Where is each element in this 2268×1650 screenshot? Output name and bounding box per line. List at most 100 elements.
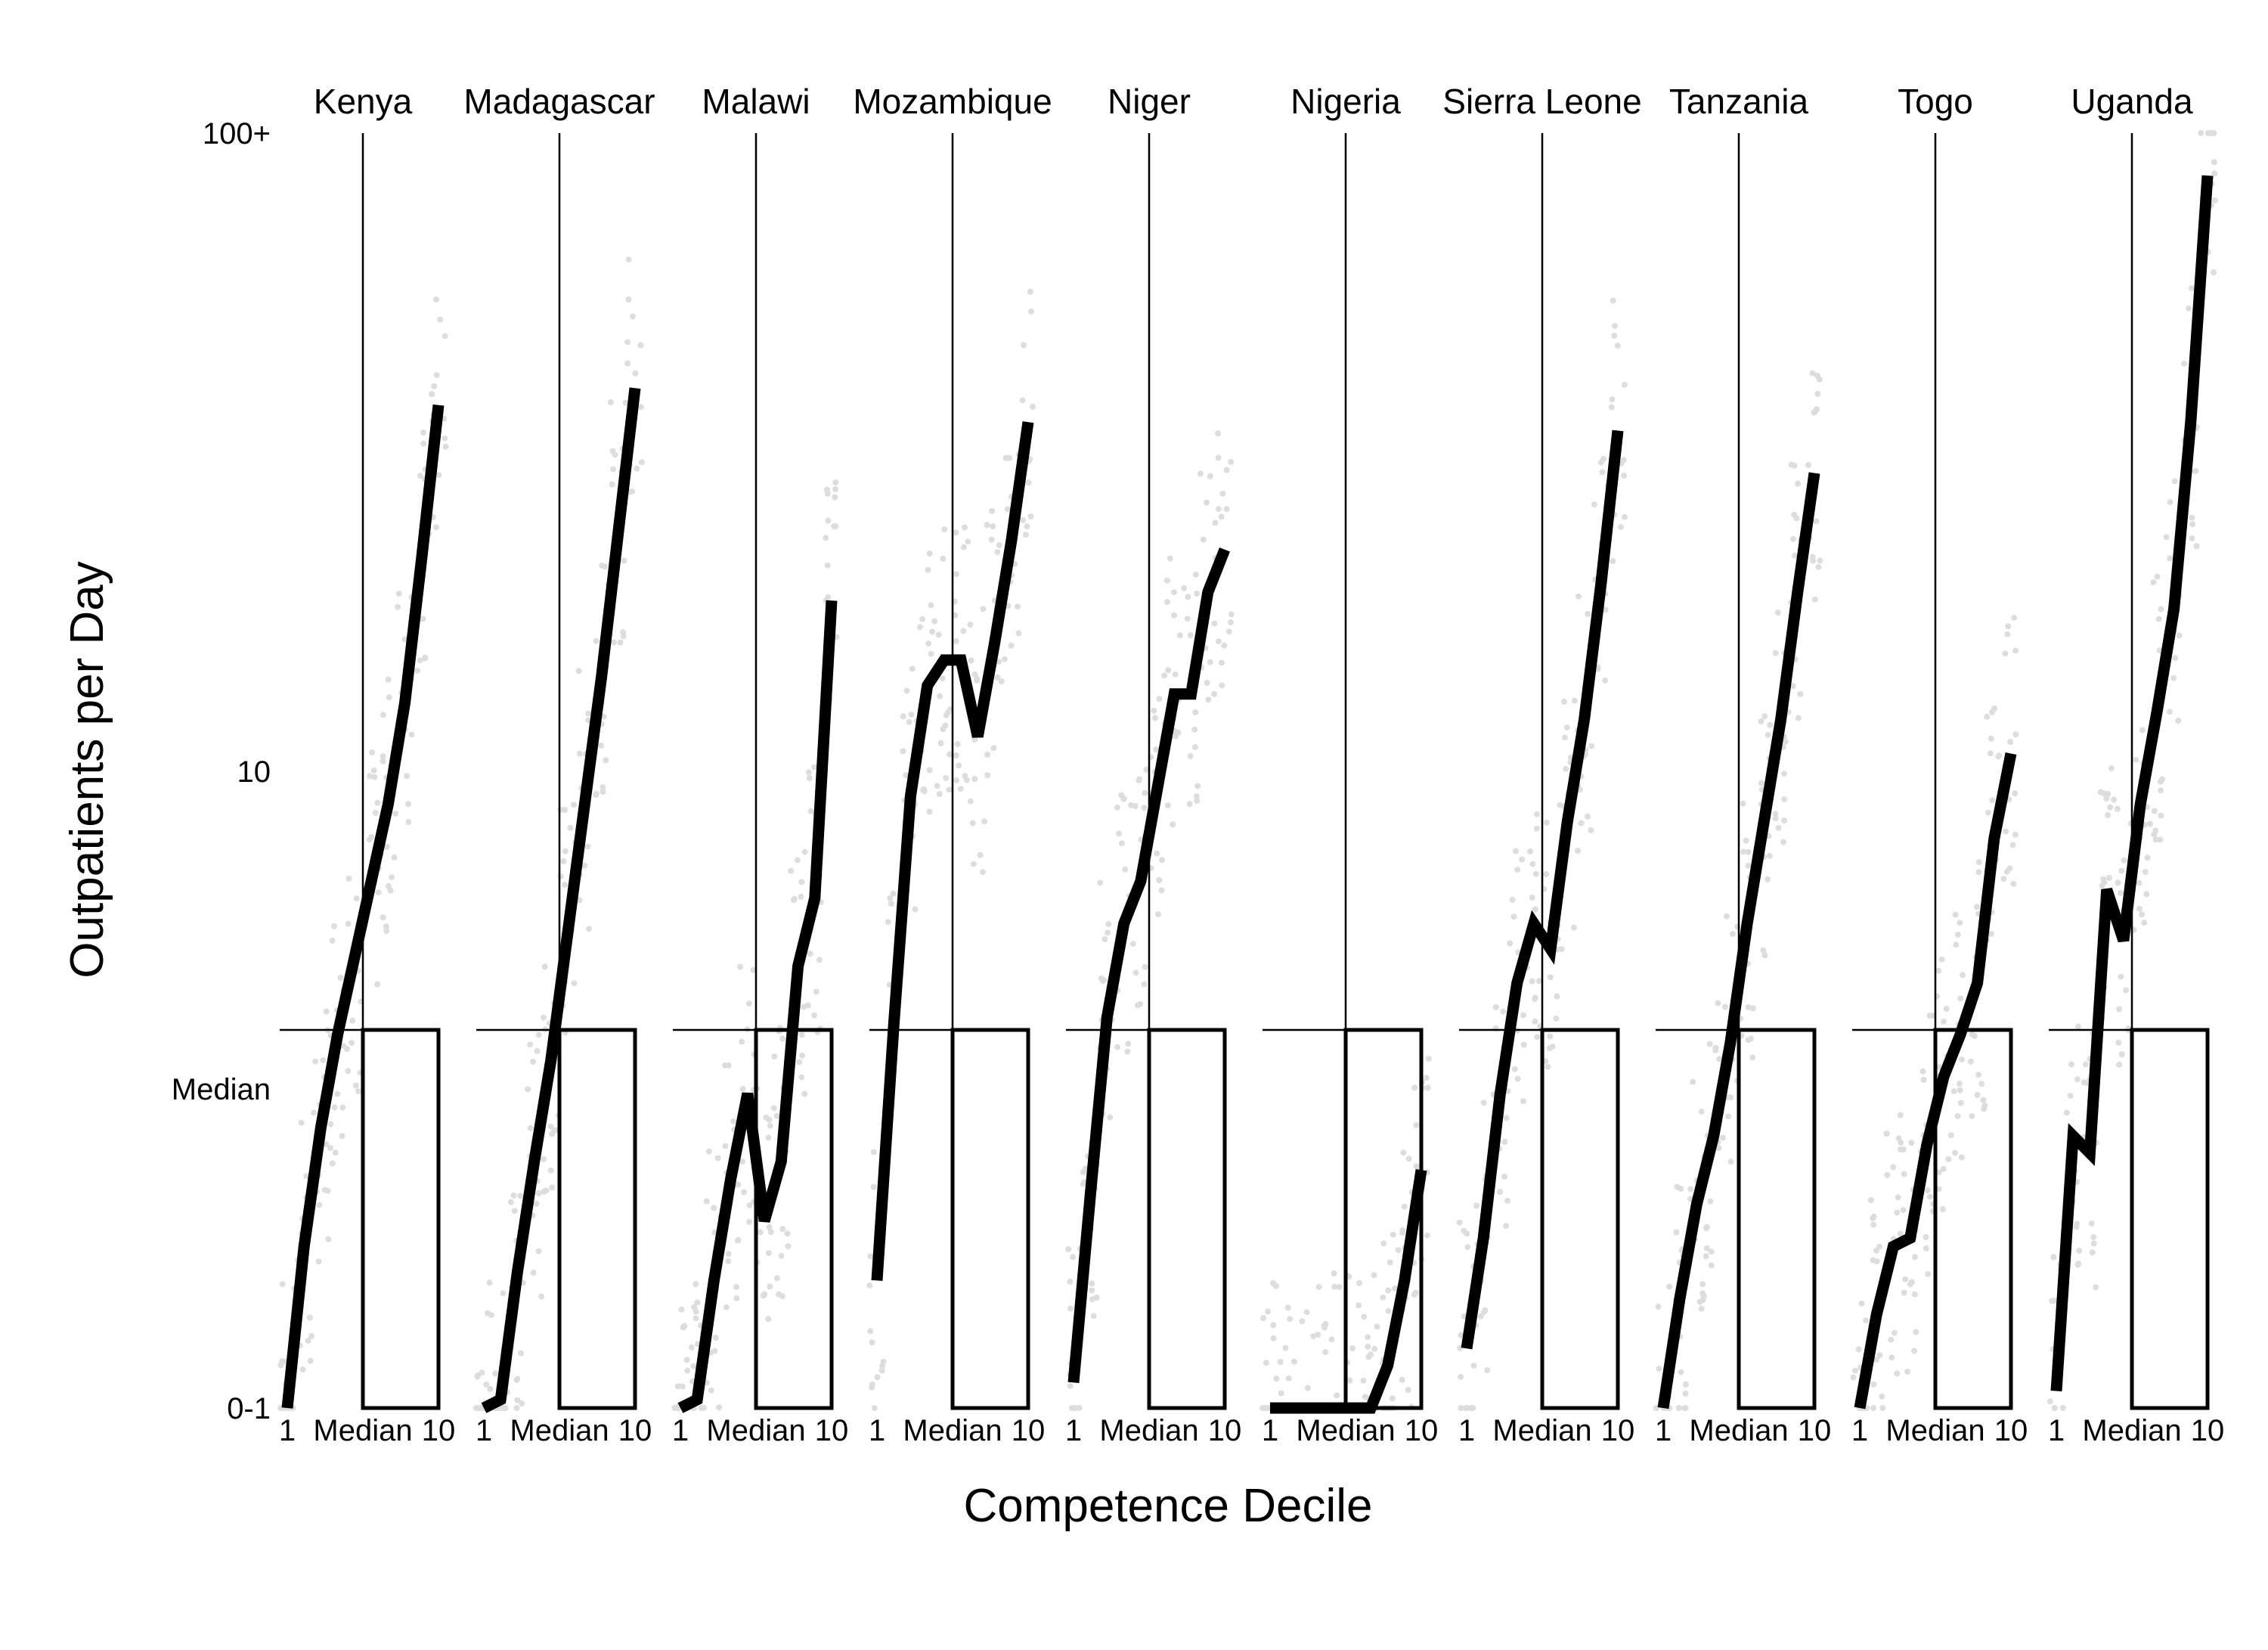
x-tick-label: Median bbox=[903, 1414, 1002, 1447]
scatter-point bbox=[609, 448, 616, 454]
scatter-point bbox=[2088, 1220, 2095, 1227]
scatter-point bbox=[990, 523, 996, 529]
scatter-point bbox=[1399, 1230, 1405, 1236]
panel-nigeria: Nigeria 1 Median 10 bbox=[1259, 82, 1438, 1447]
scatter-point bbox=[1534, 811, 1540, 817]
scatter-point bbox=[928, 650, 934, 657]
scatter-point bbox=[1399, 1227, 1406, 1233]
scatter-point bbox=[691, 1304, 698, 1310]
scatter-point bbox=[420, 430, 426, 436]
scatter-point bbox=[324, 1188, 331, 1194]
scatter-point bbox=[585, 710, 592, 717]
scatter-point bbox=[1987, 750, 1994, 757]
scatter-point bbox=[971, 776, 978, 783]
scatter-point bbox=[1215, 454, 1222, 461]
scatter-point bbox=[600, 713, 607, 720]
scatter-point bbox=[310, 1109, 317, 1116]
scatter-point bbox=[1024, 523, 1030, 530]
scatter-point bbox=[519, 1400, 525, 1407]
scatter-point bbox=[487, 1385, 494, 1392]
scatter-point bbox=[535, 1190, 542, 1196]
x-tick-label: 1 bbox=[1458, 1414, 1475, 1447]
scatter-point bbox=[321, 1186, 328, 1193]
scatter-point bbox=[1532, 1018, 1538, 1025]
scatter-point bbox=[1554, 993, 1560, 1000]
scatter-point bbox=[1225, 628, 1232, 635]
y-axis-title: Outpatients per Day bbox=[61, 561, 113, 978]
scatter-point bbox=[1576, 593, 1582, 600]
scatter-point bbox=[1270, 1322, 1277, 1329]
scatter-point bbox=[791, 895, 798, 902]
scatter-point bbox=[737, 963, 743, 970]
scatter-point bbox=[2074, 1220, 2081, 1227]
scatter-point bbox=[547, 1123, 554, 1130]
scatter-point bbox=[1192, 709, 1199, 715]
scatter-point bbox=[404, 773, 411, 780]
scatter-point bbox=[2012, 831, 2019, 838]
scatter-point bbox=[1349, 1345, 1356, 1351]
scatter-point bbox=[1765, 731, 1771, 738]
scatter-point bbox=[547, 1167, 554, 1174]
scatter-point bbox=[692, 1308, 699, 1315]
scatter-point bbox=[1186, 801, 1193, 808]
scatter-point bbox=[1187, 752, 1194, 759]
scatter-point bbox=[2167, 709, 2174, 715]
scatter-point bbox=[327, 1121, 334, 1127]
scatter-point bbox=[374, 981, 381, 988]
scatter-point bbox=[1867, 1197, 1874, 1204]
scatter-point bbox=[320, 1057, 327, 1064]
scatter-point bbox=[593, 792, 600, 799]
scatter-point bbox=[1371, 1345, 1378, 1352]
scatter-point bbox=[953, 777, 960, 784]
scatter-point bbox=[1682, 1391, 1689, 1397]
scatter-point bbox=[1578, 820, 1585, 827]
scatter-point bbox=[1387, 1259, 1393, 1266]
y-tick-label: 10 bbox=[237, 755, 271, 789]
scatter-point bbox=[1076, 1405, 1083, 1411]
scatter-point bbox=[823, 486, 830, 493]
scatter-point bbox=[1721, 1003, 1728, 1010]
median-box bbox=[2130, 1028, 2210, 1410]
scatter-point bbox=[1712, 1047, 1719, 1053]
scatter-point bbox=[1529, 861, 1536, 867]
scatter-point bbox=[308, 1333, 314, 1339]
scatter-point bbox=[906, 718, 912, 725]
scatter-point bbox=[1894, 1370, 1901, 1377]
scatter-point bbox=[380, 914, 386, 921]
scatter-point bbox=[1105, 929, 1111, 936]
scatter-point bbox=[1988, 735, 1994, 742]
scatter-point bbox=[1365, 1354, 1372, 1360]
scatter-point bbox=[929, 628, 935, 635]
scatter-point bbox=[2198, 130, 2204, 136]
scatter-point bbox=[280, 1358, 287, 1365]
scatter-point bbox=[1207, 659, 1213, 665]
scatter-point bbox=[957, 786, 964, 792]
scatter-point bbox=[1228, 619, 1234, 625]
scatter-point bbox=[798, 1074, 805, 1081]
x-tick-label: 1 bbox=[672, 1414, 689, 1447]
scatter-point bbox=[514, 1376, 521, 1382]
scatter-point bbox=[1215, 638, 1222, 645]
scatter-point bbox=[437, 316, 444, 323]
scatter-point bbox=[1781, 796, 1788, 802]
scatter-point bbox=[1389, 1395, 1396, 1402]
scatter-point bbox=[1560, 698, 1567, 705]
scatter-point bbox=[329, 938, 336, 944]
scatter-point bbox=[1001, 656, 1008, 662]
scatter-point bbox=[600, 784, 606, 791]
scatter-point bbox=[1470, 1405, 1476, 1411]
scatter-point bbox=[1118, 792, 1125, 799]
y-tick-label: Median bbox=[172, 1073, 271, 1106]
scatter-point bbox=[2050, 1298, 2057, 1304]
scatter-point bbox=[708, 1387, 714, 1394]
scatter-point bbox=[2082, 1061, 2089, 1068]
scatter-point bbox=[600, 789, 606, 795]
scatter-point bbox=[2051, 1405, 2058, 1411]
scatter-point bbox=[1371, 1272, 1377, 1279]
x-tick-label: 1 bbox=[1262, 1414, 1278, 1447]
scatter-point bbox=[332, 1149, 339, 1156]
scatter-point bbox=[1170, 821, 1176, 828]
scatter-point bbox=[967, 798, 974, 805]
scatter-point bbox=[1125, 1041, 1132, 1047]
scatter-point bbox=[1519, 856, 1526, 863]
